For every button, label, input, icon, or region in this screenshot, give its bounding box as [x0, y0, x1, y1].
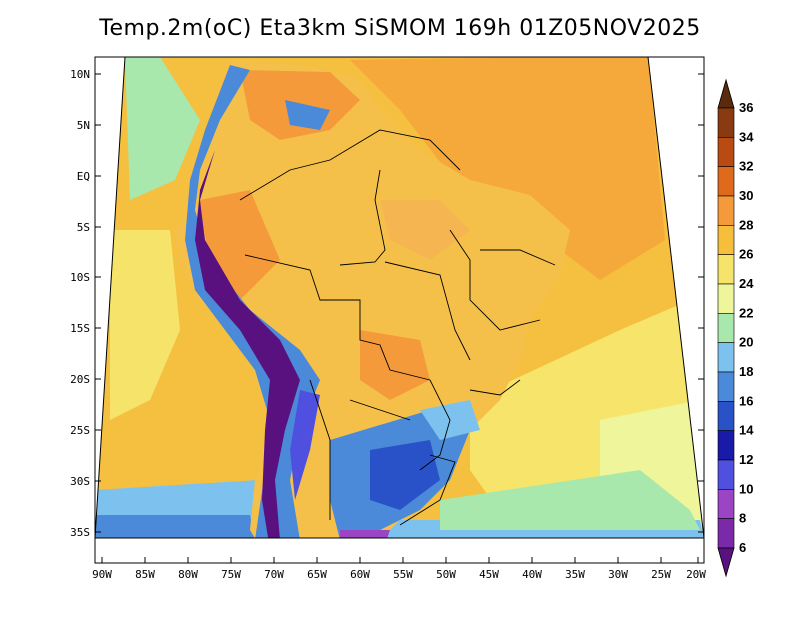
lon-label: 70W — [264, 568, 284, 581]
pacific-central-region — [110, 230, 180, 420]
colorbar-segment — [717, 489, 735, 519]
lat-label: 30S — [70, 475, 90, 488]
colorbar-bottom-arrow — [717, 547, 735, 578]
rio-grande-border — [399, 454, 456, 526]
colorbar-label: 32 — [739, 159, 753, 174]
colorbar-label: 12 — [739, 452, 753, 467]
colorbar-segment — [717, 195, 735, 226]
country-borders — [239, 129, 556, 526]
colorbar-label: 28 — [739, 217, 753, 232]
andes-cool-band — [185, 65, 320, 538]
colorbar-label: 6 — [739, 540, 746, 555]
colorbar-segment — [717, 283, 735, 314]
colorbar-label: 18 — [739, 364, 753, 379]
colorbar-label: 14 — [739, 423, 754, 438]
colorbar-label: 36 — [739, 100, 753, 115]
colorbar-segment — [717, 518, 735, 549]
colorbar-segment — [717, 107, 735, 138]
lat-label: 5S — [77, 221, 90, 234]
colorbar-label: 10 — [739, 481, 753, 496]
lon-label: 20W — [686, 568, 706, 581]
colorbar-segment — [717, 313, 735, 343]
latitude-axis: 10N 5N EQ 5S 10S 15S 20S 25S 30S 35S — [70, 68, 704, 539]
colorbar-top-arrow — [717, 78, 735, 109]
colorbar-label: 22 — [739, 305, 753, 320]
colorbar-segment — [717, 254, 735, 285]
lat-label: 10N — [70, 68, 90, 81]
argentina-chile-border — [309, 379, 331, 520]
map-title: Temp.2m(oC) Eta3km SiSMOM 169h 01Z05NOV2… — [99, 16, 701, 41]
temperature-field — [95, 57, 704, 538]
lon-label: 65W — [307, 568, 327, 581]
bahia-border — [449, 229, 541, 331]
lon-label: 40W — [522, 568, 542, 581]
lat-label: EQ — [77, 170, 90, 183]
bolivia-brazil-border — [244, 254, 431, 381]
plot-frame — [94, 56, 705, 564]
lon-label: 50W — [436, 568, 456, 581]
lon-label: 55W — [393, 568, 413, 581]
hot-pantanal-region — [360, 330, 430, 400]
lon-label: 35W — [565, 568, 585, 581]
lat-label: 25S — [70, 424, 90, 437]
colorbar: 6 8 10 12 14 16 18 20 22 24 26 28 30 32 34 36 — [717, 78, 754, 578]
andes-south-cold — [290, 390, 320, 500]
lon-label: 30W — [608, 568, 628, 581]
venezuela-highlands-cool — [285, 100, 330, 130]
lon-label: 60W — [350, 568, 370, 581]
lat-label: 20S — [70, 373, 90, 386]
lon-label: 25W — [651, 568, 671, 581]
andes-cold-core — [195, 150, 300, 538]
colorbar-label: 24 — [739, 276, 754, 291]
lat-label: 15S — [70, 322, 90, 335]
colorbar-segment — [717, 430, 735, 461]
amazonas-border — [339, 169, 386, 266]
lon-label: 45W — [479, 568, 499, 581]
southeast-border — [469, 379, 521, 396]
colorbar-label: 34 — [739, 129, 754, 144]
lon-label: 90W — [92, 568, 112, 581]
colorbar-label: 8 — [739, 511, 746, 526]
lon-label: 75W — [221, 568, 241, 581]
pacific-north-cool-region — [125, 57, 200, 200]
colorbar-segment — [717, 166, 735, 197]
longitude-axis: 90W 85W 80W 75W 70W 65W 60W 55W 50W 45W … — [92, 557, 706, 581]
lon-label: 80W — [178, 568, 198, 581]
lat-label: 10S — [70, 271, 90, 284]
colorbar-label: 16 — [739, 393, 753, 408]
colorbar-label: 20 — [739, 335, 753, 350]
southern-very-cold-region — [340, 530, 390, 538]
colorbar-segment — [717, 225, 735, 255]
colorbar-segment — [717, 371, 735, 402]
warm-atlantic-region — [350, 57, 665, 280]
parana-border — [419, 379, 451, 471]
colorbar-label: 30 — [739, 188, 753, 203]
paraguay-border — [349, 399, 411, 421]
lat-label: 5N — [77, 119, 90, 132]
atlantic-south-mild-band — [440, 470, 700, 530]
colorbar-segment — [717, 137, 735, 167]
southern-cold-core — [370, 440, 440, 510]
colorbar-segment — [717, 342, 735, 373]
northern-borders — [239, 129, 461, 201]
colorbar-segment — [717, 459, 735, 490]
northeast-border — [480, 249, 556, 266]
pacific-south-cold-band — [95, 515, 255, 538]
lat-label: 35S — [70, 526, 90, 539]
colorbar-segment — [717, 401, 735, 431]
warm-central-region — [380, 200, 470, 260]
colorbar-label: 26 — [739, 247, 753, 262]
mato-grosso-border — [384, 261, 471, 361]
lon-label: 85W — [135, 568, 155, 581]
